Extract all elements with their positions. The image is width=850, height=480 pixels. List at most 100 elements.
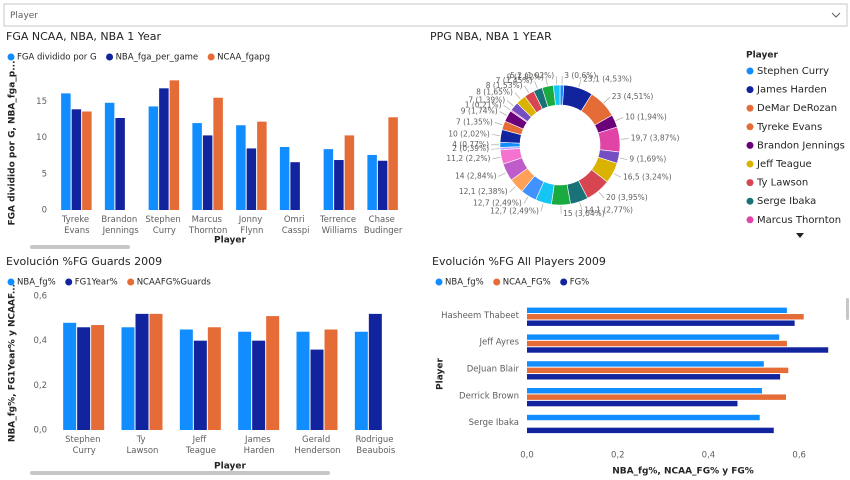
data-label: 16,5 (3,24%): [623, 172, 672, 181]
leader-line: [514, 92, 521, 99]
bar: [527, 427, 774, 434]
legend-swatch: [746, 216, 754, 224]
x-axis-title: NBA_fg%, NCAA_FG% y FG%: [612, 467, 754, 477]
bar: [527, 307, 787, 314]
legend-swatch: [560, 278, 568, 286]
bar: [238, 331, 252, 430]
y-tick-label: 0,0: [33, 426, 47, 436]
bar: [527, 334, 780, 340]
bar: [63, 322, 77, 430]
legend-label: NBA_fg%: [17, 278, 56, 288]
data-label: 23 (4,51%): [612, 92, 654, 101]
slicer-chevron[interactable]: [831, 12, 841, 18]
leader-line: [524, 85, 529, 93]
slice: [552, 84, 561, 106]
bar: [159, 88, 169, 210]
x-tick-label: Marcus Thornton: [188, 215, 227, 236]
data-label: 3 (0,6%): [564, 71, 596, 80]
legend-label: Stephen Curry: [757, 66, 829, 77]
bar: [527, 400, 738, 407]
bar: [388, 117, 398, 210]
legend-label: NBA_fg%: [445, 278, 484, 288]
y-tick-label: Hasheem Thabeet: [441, 311, 519, 321]
legend-swatch: [746, 86, 754, 94]
scrollbar[interactable]: [30, 245, 130, 249]
bar: [527, 367, 789, 374]
y-tick-label: Jeff Ayres: [478, 338, 519, 348]
legend-label: FG%: [570, 278, 590, 288]
legend-swatch: [746, 104, 754, 112]
bar: [290, 162, 300, 210]
leader-line: [509, 186, 516, 193]
data-label: 9 (1,74%): [461, 107, 498, 116]
bar: [527, 320, 795, 326]
y-tick-label: DeJuan Blair: [467, 364, 520, 374]
chart-title: FGA NCAA, NBA, NBA 1 Year: [6, 30, 161, 43]
legend-swatch: [127, 278, 135, 286]
legend-swatch: [746, 123, 754, 131]
data-label: 4 (0,77%): [452, 140, 489, 149]
leader-line: [540, 203, 544, 212]
bar: [334, 160, 344, 210]
legend-label: NBA_fga_per_game: [116, 53, 199, 63]
x-tick-label: James Harden: [244, 435, 275, 456]
slicer[interactable]: [3, 3, 848, 27]
leader-line: [579, 202, 583, 211]
leader-line: [499, 111, 507, 116]
y-axis-title: FGA dividido por G, NBA_fga_p...: [8, 60, 18, 225]
leader-line: [534, 80, 538, 89]
bar: [527, 374, 781, 380]
bar: [169, 80, 180, 210]
leader-line: [503, 105, 511, 111]
legend-label: FGA dividido por G: [17, 53, 97, 63]
legend-swatch: [746, 179, 754, 187]
leader-line: [498, 172, 506, 177]
bar: [202, 135, 213, 210]
legend-label: James Harden: [756, 85, 827, 96]
x-tick-label: Rodrigue Beaubois: [355, 435, 396, 456]
x-tick-label: 0,2: [611, 451, 625, 461]
scrollbar[interactable]: [846, 298, 849, 320]
bar: [527, 414, 760, 421]
bar: [236, 125, 246, 210]
data-label: 7 (1,35%): [456, 117, 493, 126]
bar: [149, 313, 163, 430]
bar: [344, 135, 355, 210]
x-tick-label: Brandon Jennings: [101, 215, 140, 236]
chart-title: Evolución %FG All Players 2009: [432, 255, 606, 268]
chart-title: PPG NBA, NBA 1 YEAR: [430, 30, 552, 43]
legend-title: Player: [746, 51, 778, 61]
bar: [367, 154, 377, 210]
bar: [257, 121, 267, 210]
leader-line: [494, 122, 503, 126]
bar: [77, 327, 91, 430]
legend-label: NCAAFG%Guards: [137, 278, 212, 288]
bar: [377, 160, 388, 210]
legend-swatch: [7, 278, 15, 286]
data-label: 9 (1,82%): [507, 72, 544, 81]
legend-label: Brandon Jennings: [757, 140, 845, 151]
legend-more[interactable]: [796, 233, 804, 238]
scrollbar[interactable]: [30, 471, 330, 475]
legend-label: Marcus Thornton: [757, 215, 841, 226]
leader-line: [598, 191, 605, 199]
bar: [527, 340, 787, 347]
data-label: 14,1 (2,77%): [584, 205, 633, 214]
slice: [551, 184, 571, 206]
data-label: 14 (2,84%): [455, 171, 497, 180]
leader-line: [578, 79, 582, 88]
leader-line: [619, 157, 628, 160]
legend-label: DeMar DeRozan: [757, 103, 837, 114]
data-label: 15 (3,04%): [563, 209, 605, 218]
legend-label: NCAA_FG%: [503, 278, 551, 288]
bar: [148, 106, 159, 210]
chart-title: Evolución %FG Guards 2009: [6, 255, 162, 268]
bar: [324, 329, 338, 430]
x-tick-label: Jonny Flynn: [238, 215, 265, 236]
bar: [213, 97, 223, 210]
bar: [61, 93, 71, 210]
y-axis-title: Player: [436, 357, 446, 389]
y-tick-label: 0: [42, 206, 47, 216]
legend-label: Ty Lawson: [756, 178, 808, 189]
